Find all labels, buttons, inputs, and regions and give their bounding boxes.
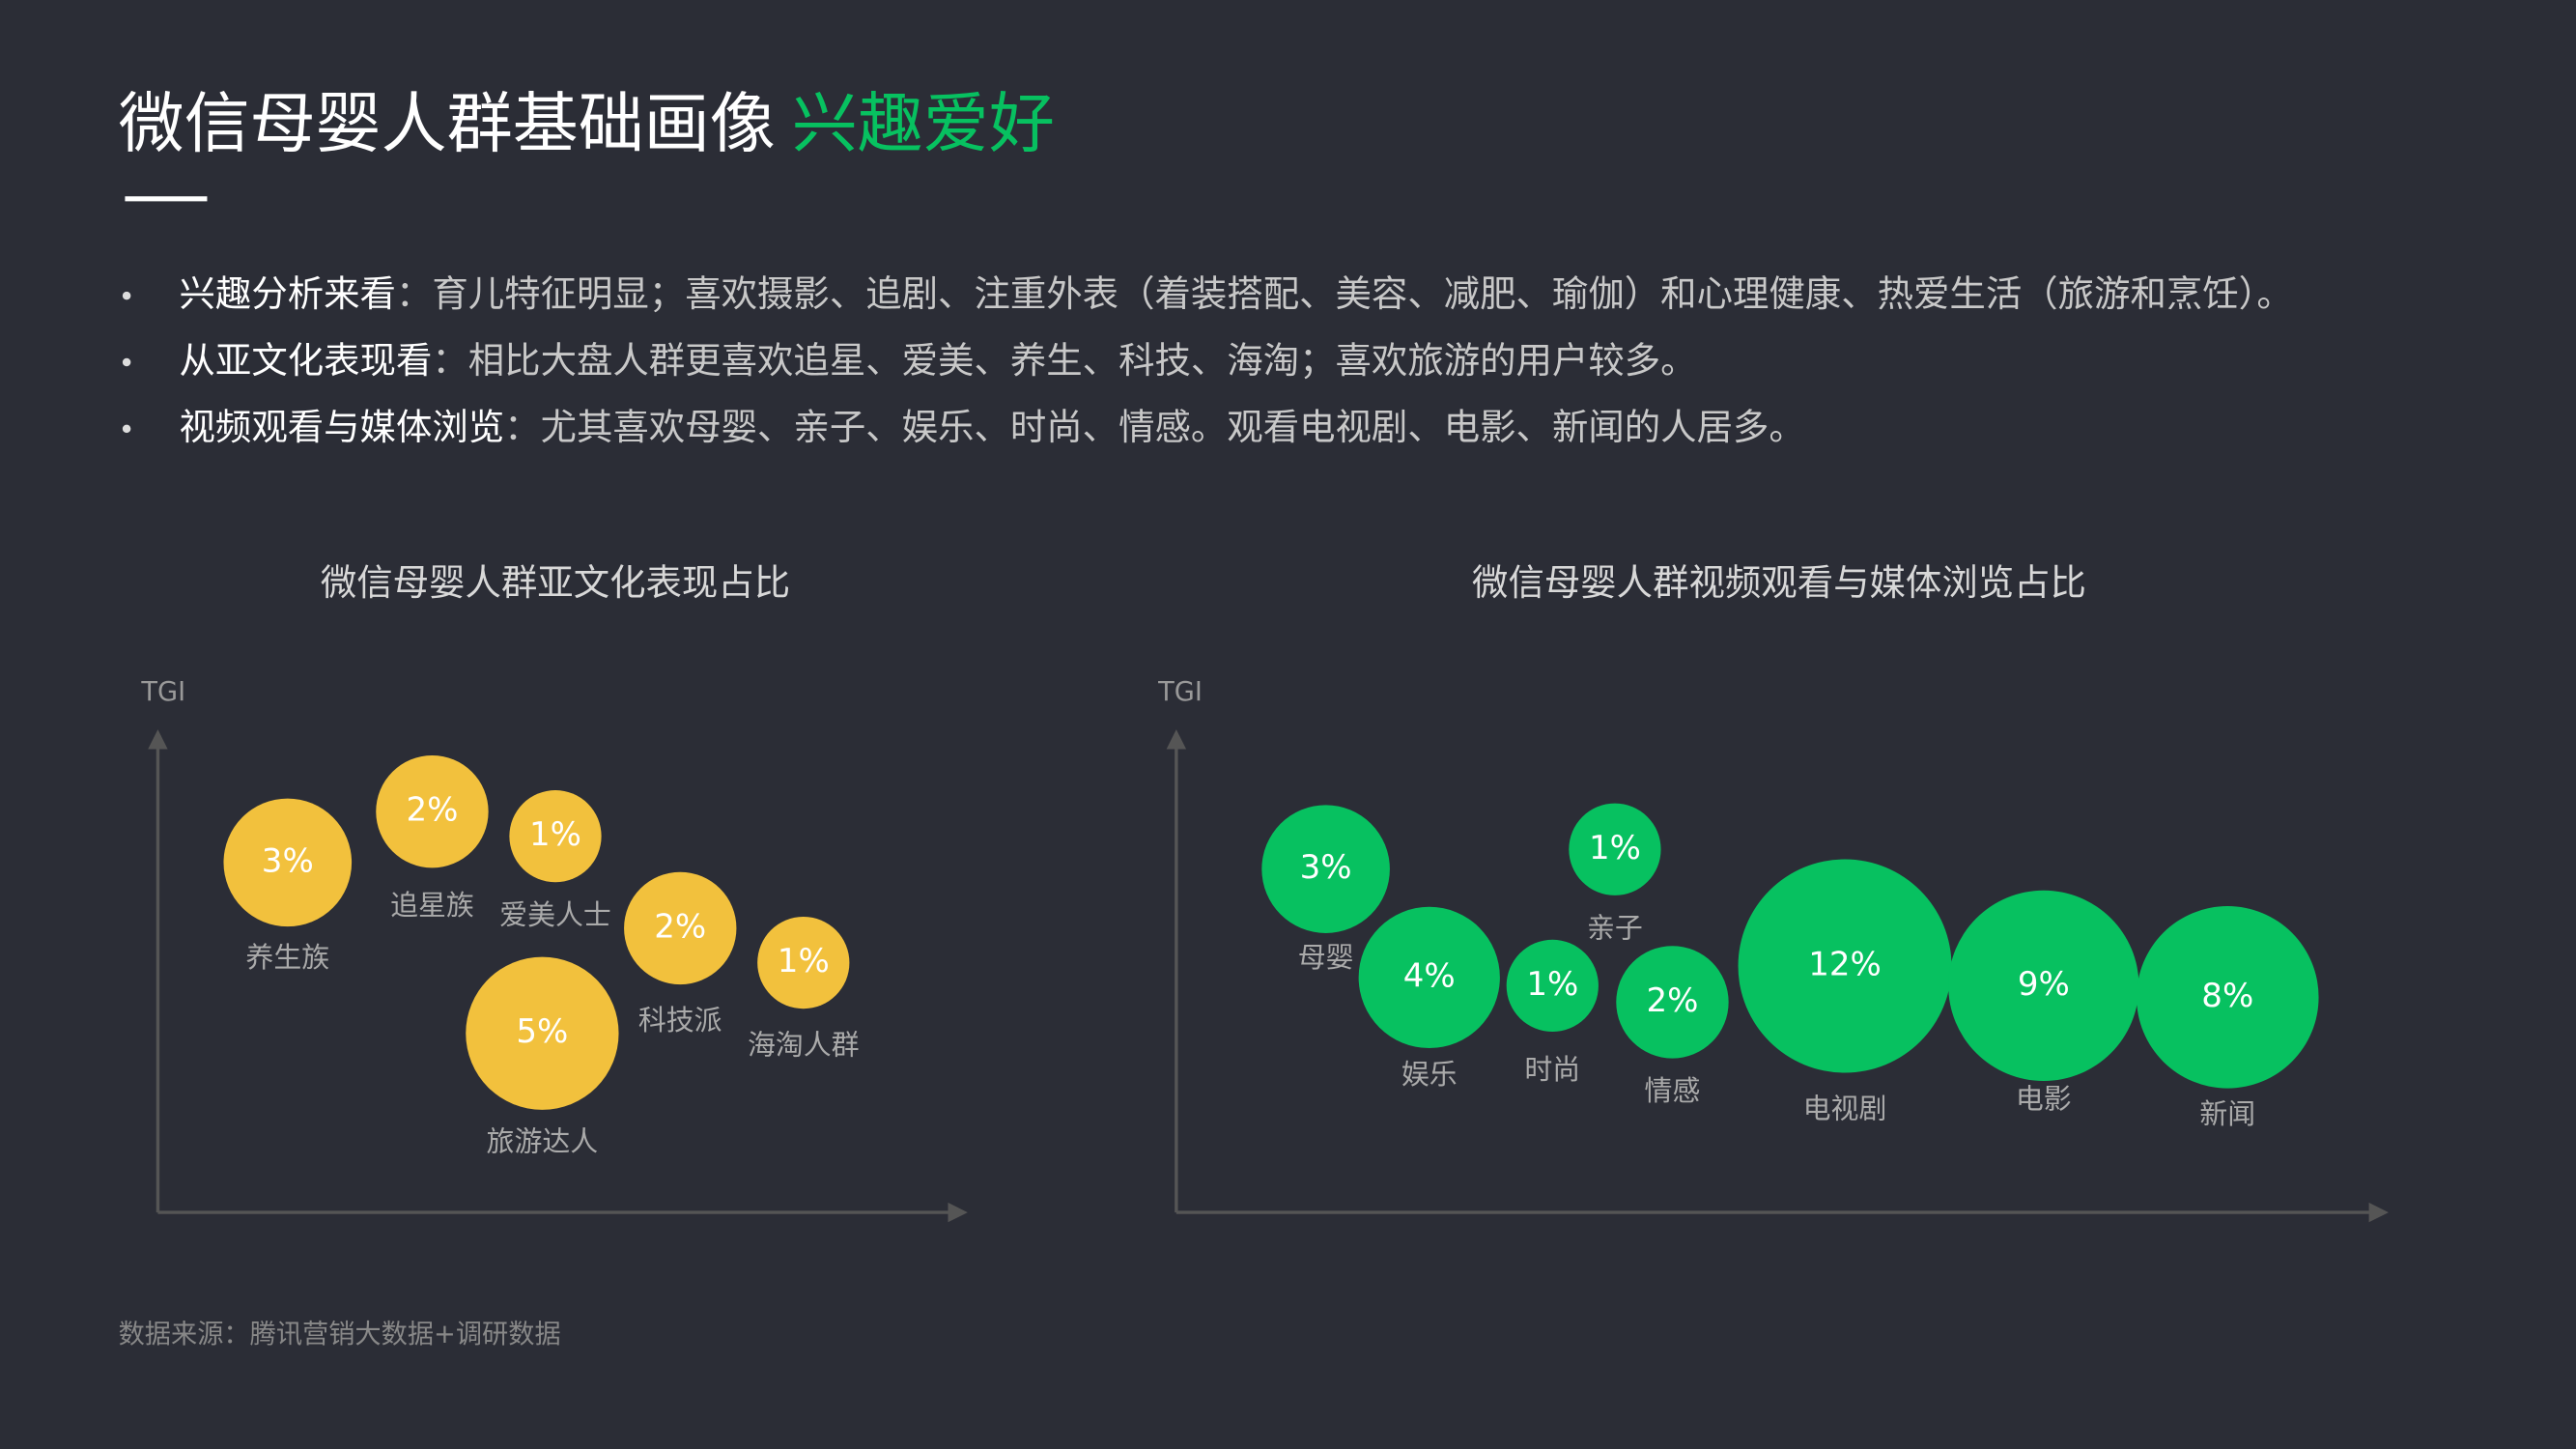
bullet-dot [122,291,131,300]
bubble [223,798,353,927]
bubble-category-label: 情感 [1645,1074,1701,1107]
bullet-lead: 视频观看与媒体浏览 [180,405,505,447]
bullet-text: ：尤其喜欢母婴、亲子、娱乐、时尚、情感。观看电视剧、电影、新闻的人居多。 [504,405,1805,447]
bullet-dot [122,424,131,434]
bubble [757,916,850,1009]
bubble-value-label: 9% [2018,965,2070,1004]
bubble-chart: 微信母婴人群视频观看与媒体浏览占比 TGI 3% 母婴 4% 娱乐 1% 时尚 1% 亲子 2% 情感… [1157,561,2389,1223]
bubble-chart: 微信母婴人群亚文化表现占比 TGI 3% 养生族 2% 追星族 1% 爱美人士 2% 科技派 1% 海… [140,561,968,1223]
bubble-value-label: 12% [1808,945,1882,983]
bubble-category-label: 娱乐 [1401,1058,1458,1091]
bubble [2137,906,2319,1089]
title: 微信母婴人群基础画像 兴趣爱好 [119,86,1055,162]
bubble-value-label: 4% [1403,956,1456,995]
bubble-category-label: 海淘人群 [748,1028,860,1061]
bubble [1616,946,1729,1059]
title-main: 微信母婴人群基础画像 [119,86,776,162]
bubble-value-label: 1% [1589,829,1641,867]
bubble [509,790,602,883]
bubble-value-label: 2% [406,791,458,830]
bubble [1358,906,1500,1049]
bubble-category-label: 旅游达人 [487,1125,599,1158]
bubble-category-label: 养生族 [245,941,329,974]
bullet-list: 兴趣分析来看：育儿特征明显；喜欢摄影、追剧、注重外表（着装搭配、美容、减肥、瑜伽… [122,272,2293,447]
bubble-category-label: 电影 [2016,1082,2072,1115]
chart-title: 微信母婴人群亚文化表现占比 [321,561,790,604]
bubble [376,754,489,868]
bullet-lead: 从亚文化表现看 [180,339,433,382]
bubble-value-label: 8% [2201,977,2253,1015]
bullet-lead: 兴趣分析来看 [180,272,396,315]
bullet: 视频观看与媒体浏览：尤其喜欢母婴、亲子、娱乐、时尚、情感。观看电视剧、电影、新闻… [180,405,1805,447]
bubble [1948,890,2139,1082]
bubble-category-label: 追星族 [390,889,474,922]
source: 数据来源：腾讯营销大数据+调研数据 [119,1320,561,1350]
bubble [1261,805,1390,933]
bubble-value-label: 3% [262,841,314,880]
bubble-category-label: 时尚 [1524,1053,1580,1086]
bubble [1738,859,1952,1073]
bubble-value-label: 3% [1300,848,1352,887]
charts: 微信母婴人群亚文化表现占比 TGI 3% 养生族 2% 追星族 1% 爱美人士 2% 科技派 1% 海… [140,561,2389,1223]
bullet-dot [122,357,131,367]
bubble-category-label: 科技派 [638,1004,722,1037]
y-axis-label: TGI [140,677,185,707]
bubble-category-label: 母婴 [1298,941,1354,974]
bubble-value-label: 1% [529,815,581,854]
bullet-text: ：育儿特征明显；喜欢摄影、追剧、注重外表（着装搭配、美容、减肥、瑜伽）和心理健康… [396,272,2293,315]
title-highlight: 兴趣爱好 [792,86,1055,162]
bubble [466,956,619,1110]
bubble-category-label: 爱美人士 [499,898,611,931]
bullet-text: ：相比大盘人群更喜欢追星、爱美、养生、科技、海淘；喜欢旅游的用户较多。 [432,339,1696,382]
chart-title: 微信母婴人群视频观看与媒体浏览占比 [1472,561,2086,604]
y-axis-label: TGI [1157,677,1203,707]
bubble-category-label: 新闻 [2199,1097,2255,1130]
bubble-category-label: 亲子 [1587,912,1643,945]
bullet: 兴趣分析来看：育儿特征明显；喜欢摄影、追剧、注重外表（着装搭配、美容、减肥、瑜伽… [180,272,2293,315]
bubble-value-label: 1% [778,942,830,980]
bubble [1569,803,1661,895]
bubble [1506,939,1599,1033]
bubble-category-label: 电视剧 [1803,1093,1887,1125]
bubble-value-label: 2% [654,907,706,946]
bubble-value-label: 2% [1646,981,1698,1020]
bubble [624,871,737,985]
bubble-value-label: 5% [516,1012,568,1051]
bubble-value-label: 1% [1526,965,1578,1004]
bullet: 从亚文化表现看：相比大盘人群更喜欢追星、爱美、养生、科技、海淘；喜欢旅游的用户较… [180,339,1697,382]
